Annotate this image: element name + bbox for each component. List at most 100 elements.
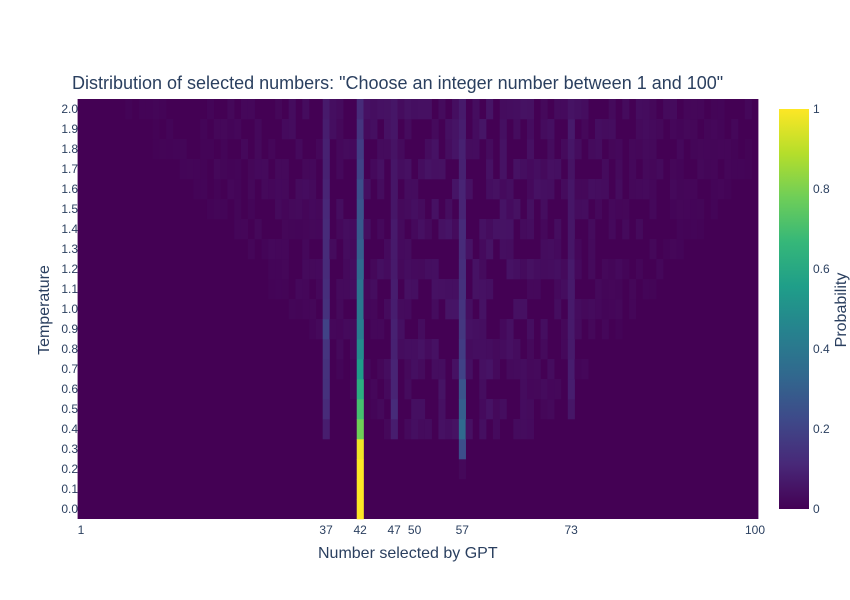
heatmap-cell xyxy=(288,219,296,240)
heatmap-cell xyxy=(200,159,208,180)
heatmap-cell xyxy=(220,119,228,140)
heatmap-cell xyxy=(390,399,398,420)
heatmap-cell xyxy=(547,359,555,380)
heatmap-cell xyxy=(383,359,392,380)
heatmap-cell xyxy=(676,119,684,140)
heatmap-cell xyxy=(418,319,426,340)
colorbar-ticks: 0 0.2 0.4 0.6 0.8 1 xyxy=(813,102,830,516)
heatmap-cell xyxy=(526,419,535,440)
heatmap-cell xyxy=(595,119,603,140)
y-tick-label: 1.5 xyxy=(61,202,78,216)
heatmap-cell xyxy=(247,99,255,120)
heatmap-cell xyxy=(635,259,643,280)
heatmap-cell xyxy=(281,279,289,300)
heatmap-cell xyxy=(744,99,752,120)
y-tick-label: 0.1 xyxy=(61,482,78,496)
heatmap-cell xyxy=(200,179,208,200)
heatmap-cell xyxy=(513,199,521,220)
heatmap-cell xyxy=(404,379,412,400)
heatmap-cell xyxy=(465,339,473,360)
heatmap-cell xyxy=(479,279,487,300)
heatmap-cell xyxy=(724,179,732,200)
heatmap-cell xyxy=(574,239,582,260)
heatmap-cell xyxy=(411,219,419,240)
heatmap-cell xyxy=(452,99,460,120)
heatmap-cell xyxy=(377,259,385,280)
heatmap-cell xyxy=(383,99,392,120)
heatmap-cell xyxy=(588,179,596,200)
colorbar-tick-label: 0 xyxy=(813,502,820,516)
heatmap-cell xyxy=(322,419,330,440)
heatmap-cell xyxy=(390,139,398,160)
heatmap-cell xyxy=(649,239,657,260)
heatmap-cell xyxy=(547,119,555,140)
heatmap-cell xyxy=(363,99,371,120)
heatmap-cell xyxy=(145,99,153,120)
heatmap-cell xyxy=(268,279,276,300)
heatmap-cells xyxy=(77,99,759,520)
heatmap-cell xyxy=(397,239,405,260)
heatmap-cell xyxy=(445,219,453,240)
heatmap-cell xyxy=(281,159,289,180)
heatmap-cell xyxy=(418,199,426,220)
heatmap-cell xyxy=(458,199,466,220)
heatmap-cell xyxy=(567,159,575,180)
heatmap-cell xyxy=(452,299,460,320)
heatmap-cell xyxy=(513,359,521,380)
heatmap-cell xyxy=(690,219,698,240)
heatmap-cell xyxy=(533,359,541,380)
heatmap-cell xyxy=(465,139,473,160)
heatmap-cell xyxy=(322,99,330,120)
heatmap-cell xyxy=(390,359,398,380)
heatmap-cell xyxy=(404,299,412,320)
heatmap-cell xyxy=(227,159,235,180)
heatmap-cell xyxy=(383,419,392,440)
y-tick-label: 0.7 xyxy=(61,362,78,376)
heatmap-cell xyxy=(458,119,466,140)
heatmap-cell xyxy=(452,179,460,200)
heatmap-cell xyxy=(302,179,310,200)
heatmap-cell xyxy=(431,279,439,300)
heatmap-cell xyxy=(349,219,358,240)
heatmap-cell xyxy=(370,159,378,180)
heatmap-cell xyxy=(458,339,466,360)
heatmap-cell xyxy=(574,299,582,320)
heatmap-cell xyxy=(404,239,412,260)
heatmap-cell xyxy=(595,179,603,200)
x-tick-label: 37 xyxy=(319,523,333,537)
heatmap-cell xyxy=(343,139,351,160)
heatmap-cell xyxy=(458,259,466,280)
heatmap-cell xyxy=(601,259,609,280)
heatmap-cell xyxy=(370,99,378,120)
heatmap-cell xyxy=(663,239,671,260)
heatmap-cell xyxy=(309,259,317,280)
heatmap-cell xyxy=(472,259,480,280)
heatmap-cell xyxy=(472,279,480,300)
heatmap-cell xyxy=(567,379,575,400)
heatmap-cell xyxy=(458,279,466,300)
heatmap-cell xyxy=(343,219,351,240)
heatmap-cell xyxy=(513,119,521,140)
heatmap-cell xyxy=(404,279,412,300)
heatmap-cell xyxy=(669,199,678,220)
heatmap-cell xyxy=(390,319,398,340)
heatmap-cell xyxy=(288,99,296,120)
heatmap-cell xyxy=(581,299,589,320)
heatmap-cell xyxy=(397,219,405,240)
heatmap-cell xyxy=(315,259,323,280)
heatmap-cell xyxy=(479,339,487,360)
y-tick-label: 1.3 xyxy=(61,242,78,256)
heatmap-cell xyxy=(526,219,535,240)
heatmap-cell xyxy=(547,139,555,160)
heatmap-cell xyxy=(458,99,466,120)
heatmap-cell xyxy=(309,319,317,340)
heatmap-cell xyxy=(220,139,228,160)
heatmap-cell xyxy=(418,399,426,420)
heatmap-cell xyxy=(547,179,555,200)
heatmap-cell xyxy=(533,259,541,280)
heatmap-cell xyxy=(349,319,358,340)
heatmap-cell xyxy=(390,199,398,220)
heatmap-cell xyxy=(200,119,208,140)
heatmap-cell xyxy=(669,179,678,200)
heatmap-cell xyxy=(486,139,494,160)
